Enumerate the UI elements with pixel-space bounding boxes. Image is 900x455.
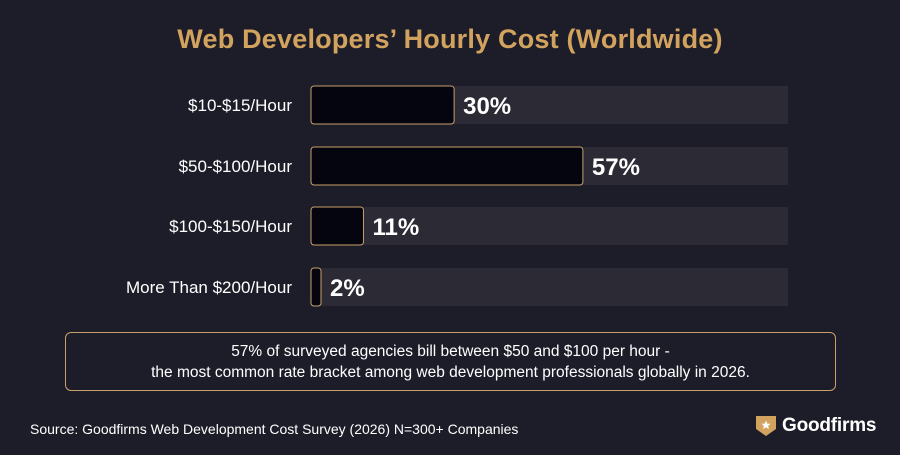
bar-track xyxy=(311,268,788,306)
chart-title: Web Developers’ Hourly Cost (Worldwide) xyxy=(177,24,723,54)
summary-note-line-2: the most common rate bracket among web d… xyxy=(151,363,750,381)
bar-chart: $10-$15/Hour 30% $50-$100/Hour 57% $100-$150… xyxy=(126,85,788,307)
bar xyxy=(310,267,322,307)
source-citation: Source: Goodfirms Web Development Cost S… xyxy=(30,421,519,437)
value-label: 30% xyxy=(463,93,511,120)
shield-star-icon xyxy=(756,416,776,436)
category-label: $100-$150/Hour xyxy=(169,217,292,236)
category-label: More Than $200/Hour xyxy=(126,278,292,297)
category-label: $50-$100/Hour xyxy=(179,157,293,176)
bar xyxy=(310,146,584,186)
bar-row: More Than $200/Hour 2% xyxy=(126,267,788,307)
summary-note-line-1: 57% of surveyed agencies bill between $5… xyxy=(231,342,670,360)
bar xyxy=(310,85,455,125)
brand-name: Goodfirms xyxy=(782,415,877,436)
value-label: 11% xyxy=(372,214,419,241)
bar-track xyxy=(311,207,788,245)
bar xyxy=(310,206,364,246)
value-label: 2% xyxy=(330,275,365,302)
value-label: 57% xyxy=(592,154,640,181)
bar-row: $50-$100/Hour 57% xyxy=(179,146,788,186)
summary-note: 57% of surveyed agencies bill between $5… xyxy=(65,332,836,391)
category-label: $10-$15/Hour xyxy=(188,96,292,115)
bar-row: $10-$15/Hour 30% xyxy=(188,85,788,125)
bar-row: $100-$150/Hour 11% xyxy=(169,206,788,246)
brand-logo: Goodfirms xyxy=(756,414,876,438)
